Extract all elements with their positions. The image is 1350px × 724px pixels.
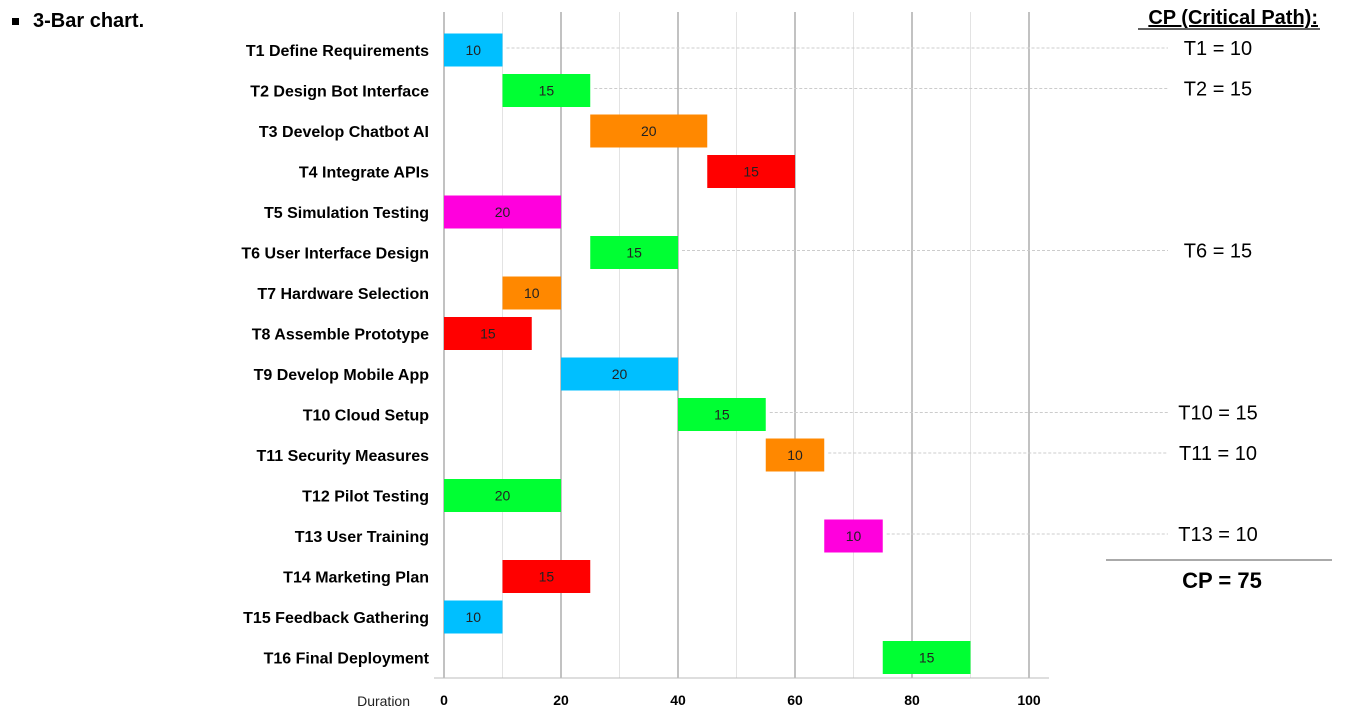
x-tick-layer: 0 20 40 60 80 100 — [440, 692, 1041, 708]
cp-title: CP (Critical Path): — [1148, 7, 1318, 29]
bar-duration-label: 15 — [539, 569, 555, 585]
task-category-label: T1 Define Requirements — [246, 43, 429, 60]
task-category-label: T2 Design Bot Interface — [250, 84, 429, 101]
critical-path-panel: CP (Critical Path): CP = 75 T1 = 10 T2 = … — [1106, 7, 1332, 593]
task-category-label: T13 User Training — [295, 529, 429, 546]
x-axis-title: Duration — [357, 693, 410, 709]
bar-duration-label: 15 — [626, 245, 642, 261]
cp-item-label: T2 = 15 — [1184, 79, 1252, 101]
task-category-label: T7 Hardware Selection — [257, 286, 429, 303]
bar-duration-label: 15 — [714, 407, 730, 423]
bar-duration-label: 10 — [465, 42, 481, 58]
gantt-bar — [502, 560, 591, 593]
task-category-label: T5 Simulation Testing — [264, 205, 429, 222]
gantt-bar — [502, 276, 561, 310]
gantt-bar — [882, 641, 971, 674]
bar-duration-label: 15 — [480, 326, 496, 342]
task-category-label: T9 Develop Mobile App — [254, 367, 430, 384]
task-category-label: T3 Develop Chatbot AI — [259, 124, 429, 141]
bar-duration-label: 10 — [846, 528, 862, 544]
bar-duration-label: 15 — [919, 650, 935, 666]
gantt-bar — [765, 438, 825, 472]
task-category-label: T11 Security Measures — [256, 448, 429, 465]
cp-leader-layer — [506, 47, 1168, 535]
x-tick-label: 100 — [1017, 692, 1041, 708]
bullet-icon — [12, 18, 19, 25]
gantt-bar — [824, 519, 883, 553]
gantt-bar — [678, 398, 766, 431]
bar-duration-label: 10 — [524, 285, 540, 301]
task-category-label: T6 User Interface Design — [241, 246, 429, 263]
cp-item-label: T1 = 10 — [1184, 38, 1252, 60]
x-tick-label: 80 — [904, 692, 920, 708]
cp-item-label: T6 = 15 — [1184, 241, 1252, 263]
gantt-bar — [444, 479, 561, 512]
gantt-bar — [707, 155, 795, 188]
gantt-bar — [590, 236, 678, 269]
gantt-bar — [444, 317, 532, 350]
task-category-label: T15 Feedback Gathering — [243, 610, 429, 627]
x-tick-label: 0 — [440, 692, 448, 708]
bar-duration-label: 20 — [612, 366, 628, 382]
cp-total: CP = 75 — [1182, 568, 1262, 593]
bar-duration-label: 10 — [465, 609, 481, 625]
category-label-layer: T1 Define Requirements T2 Design Bot Inte… — [241, 43, 429, 668]
gantt-bar — [444, 33, 503, 67]
bar-duration-label: 20 — [495, 488, 511, 504]
gantt-bar — [502, 74, 591, 107]
bar-duration-label: 15 — [539, 83, 555, 99]
task-category-label: T12 Pilot Testing — [302, 489, 429, 506]
x-tick-label: 40 — [670, 692, 686, 708]
task-category-label: T8 Assemble Prototype — [252, 327, 429, 344]
gantt-bar — [444, 600, 503, 634]
gantt-bar — [590, 114, 708, 148]
bar-duration-label: 20 — [641, 123, 657, 139]
bar-duration-label: 15 — [743, 164, 759, 180]
x-tick-label: 60 — [787, 692, 803, 708]
x-tick-label: 20 — [553, 692, 569, 708]
task-category-label: T16 Final Deployment — [264, 651, 430, 668]
cp-item-label: T13 = 10 — [1178, 524, 1258, 546]
slide-heading: 3-Bar chart. — [12, 10, 144, 33]
gantt-bar — [444, 195, 561, 229]
bar-duration-label: 20 — [495, 204, 511, 220]
cp-item-label: T11 = 10 — [1179, 443, 1257, 465]
cp-item-label: T10 = 15 — [1178, 403, 1258, 425]
task-category-label: T4 Integrate APIs — [299, 165, 429, 182]
slide-heading-text: 3-Bar chart. — [33, 10, 145, 32]
task-category-label: T10 Cloud Setup — [303, 408, 429, 425]
bar-layer: 10 15 20 15 20 15 10 15 20 15 10 20 10 15 10 15 — [444, 33, 971, 674]
bar-duration-label: 10 — [787, 447, 803, 463]
task-category-label: T14 Marketing Plan — [283, 570, 429, 587]
gantt-bar — [561, 357, 678, 391]
